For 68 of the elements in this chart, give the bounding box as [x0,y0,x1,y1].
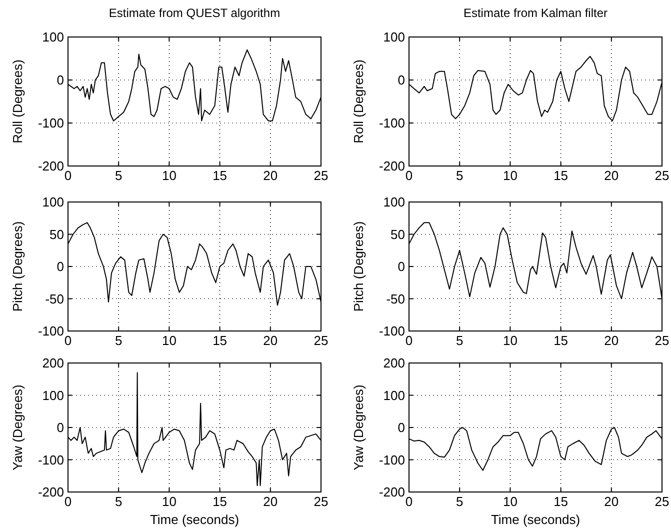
y-tick-label: 0 [398,420,405,436]
x-tick-label: 10 [162,168,176,183]
y-tick-label: -100 [38,116,64,131]
y-tick-label: -200 [38,484,64,500]
y-tick-label: 0 [398,259,405,274]
y-tick-label: -200 [38,158,64,174]
x-tick-label: 10 [162,333,176,348]
x-tick-label: 5 [114,168,122,183]
x-tick-label: 10 [502,494,518,509]
y-tick-label: 0 [56,72,64,88]
x-tick-label: 10 [502,333,518,348]
x-tick-label: 15 [554,494,568,509]
y-tick-label: 100 [383,388,405,403]
y-tick-label: 0 [56,420,64,436]
y-axis-title: Pitch (Degrees) [10,221,25,312]
y-tick-label: -50 [386,291,405,306]
x-tick-label: 5 [456,168,464,183]
y-tick-label: 100 [42,194,64,210]
x-tick-label: 5 [114,494,122,509]
x-tick-label: 15 [554,333,568,348]
x-tick-label: 25 [654,333,670,348]
y-tick-label: 200 [42,356,64,371]
y-tick-label: 0 [56,259,64,274]
y-tick-label: 50 [50,226,64,242]
chart-title: Estimate from Kalman filter [463,6,608,20]
x-tick-label: 25 [654,168,670,183]
y-axis-title: Roll (Degrees) [351,60,366,144]
x-tick-label: 15 [554,168,568,183]
x-tick-label: 20 [263,333,278,348]
y-tick-label: 100 [42,388,64,403]
y-tick-label: -50 [45,291,64,306]
y-tick-label: -200 [378,158,405,174]
x-tick-label: 25 [314,494,328,509]
x-axis-title: Time (seconds) [150,512,240,527]
x-tick-label: 15 [212,494,228,509]
y-tick-label: -100 [378,324,405,339]
x-tick-label: 20 [263,494,278,509]
y-axis-title: Roll (Degrees) [10,60,25,144]
y-axis-title: Yaw (Degrees) [351,384,366,470]
x-tick-label: 25 [314,168,328,183]
x-tick-label: 5 [456,494,464,509]
y-tick-label: -100 [378,452,405,468]
y-tick-label: -100 [38,452,64,468]
x-tick-label: 15 [212,168,228,183]
y-tick-label: 0 [398,72,405,88]
y-tick-label: -200 [378,484,405,500]
x-tick-label: 5 [114,333,122,348]
x-axis-title: Time (seconds) [490,512,580,527]
y-tick-label: 100 [383,194,405,210]
y-tick-label: -100 [378,116,405,131]
y-tick-label: 100 [383,30,405,45]
x-tick-label: 20 [604,494,619,509]
x-tick-label: 20 [604,168,619,183]
chart-title: Estimate from QUEST algorithm [108,6,280,20]
x-tick-label: 25 [654,494,670,509]
x-tick-label: 10 [162,494,176,509]
y-tick-label: 200 [383,356,405,371]
y-tick-label: 100 [42,30,64,45]
x-tick-label: 5 [456,333,464,348]
y-tick-label: -100 [38,324,64,339]
x-tick-label: 10 [502,168,518,183]
y-tick-label: 50 [390,226,405,242]
x-tick-label: 20 [604,333,619,348]
x-tick-label: 15 [212,333,228,348]
y-axis-title: Yaw (Degrees) [10,384,25,470]
x-tick-label: 25 [314,333,328,348]
x-tick-label: 20 [263,168,278,183]
y-axis-title: Pitch (Degrees) [351,221,366,312]
